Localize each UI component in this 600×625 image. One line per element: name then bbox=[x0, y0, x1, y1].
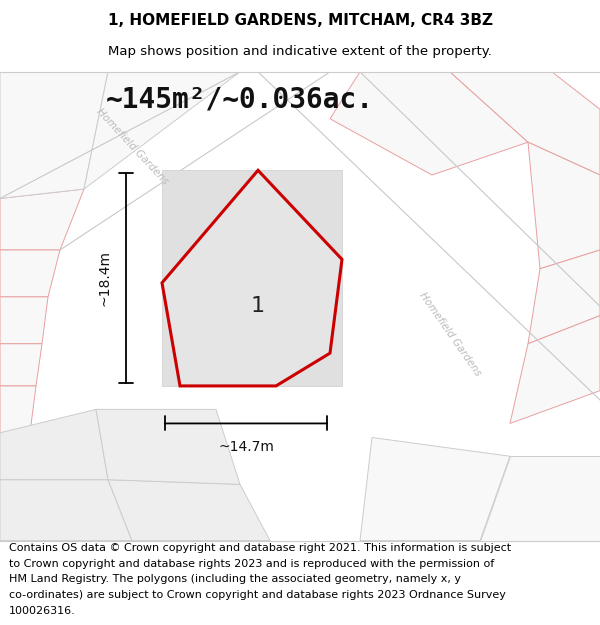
Text: 100026316.: 100026316. bbox=[9, 606, 76, 616]
Polygon shape bbox=[0, 250, 60, 297]
Polygon shape bbox=[450, 72, 600, 175]
Polygon shape bbox=[84, 72, 240, 189]
Polygon shape bbox=[0, 189, 84, 250]
Text: Contains OS data © Crown copyright and database right 2021. This information is : Contains OS data © Crown copyright and d… bbox=[9, 543, 511, 553]
Polygon shape bbox=[162, 170, 342, 386]
Polygon shape bbox=[480, 456, 600, 541]
Polygon shape bbox=[0, 344, 42, 386]
Text: ~14.7m: ~14.7m bbox=[218, 440, 274, 454]
Polygon shape bbox=[96, 409, 240, 484]
Text: co-ordinates) are subject to Crown copyright and database rights 2023 Ordnance S: co-ordinates) are subject to Crown copyr… bbox=[9, 590, 506, 600]
Polygon shape bbox=[0, 480, 132, 541]
Polygon shape bbox=[510, 316, 600, 424]
Text: Homefield Gardens: Homefield Gardens bbox=[94, 107, 170, 187]
Text: 1, HOMEFIELD GARDENS, MITCHAM, CR4 3BZ: 1, HOMEFIELD GARDENS, MITCHAM, CR4 3BZ bbox=[107, 13, 493, 28]
Polygon shape bbox=[528, 250, 600, 344]
Polygon shape bbox=[0, 72, 108, 199]
Polygon shape bbox=[0, 386, 36, 432]
Polygon shape bbox=[0, 297, 48, 344]
Text: ~145m²/~0.036ac.: ~145m²/~0.036ac. bbox=[106, 86, 374, 114]
Text: ~18.4m: ~18.4m bbox=[97, 250, 111, 306]
Text: HM Land Registry. The polygons (including the associated geometry, namely x, y: HM Land Registry. The polygons (includin… bbox=[9, 574, 461, 584]
Polygon shape bbox=[162, 170, 342, 386]
Text: 1: 1 bbox=[251, 296, 265, 316]
Polygon shape bbox=[108, 480, 270, 541]
Polygon shape bbox=[0, 409, 108, 480]
Polygon shape bbox=[360, 438, 510, 541]
Polygon shape bbox=[0, 432, 30, 480]
Polygon shape bbox=[528, 142, 600, 269]
Text: Map shows position and indicative extent of the property.: Map shows position and indicative extent… bbox=[108, 44, 492, 58]
Polygon shape bbox=[330, 72, 528, 175]
Text: to Crown copyright and database rights 2023 and is reproduced with the permissio: to Crown copyright and database rights 2… bbox=[9, 559, 494, 569]
Text: Homefield Gardens: Homefield Gardens bbox=[417, 291, 483, 378]
